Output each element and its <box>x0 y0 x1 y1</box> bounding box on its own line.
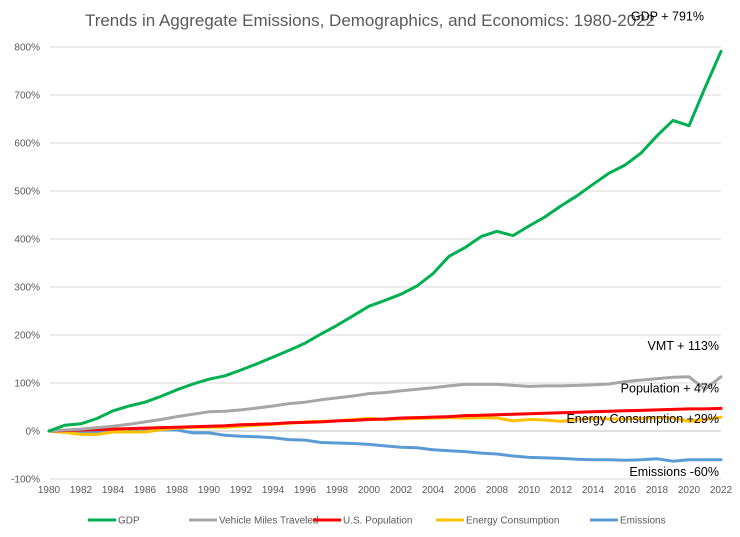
x-tick-label: 1990 <box>198 485 221 496</box>
x-tick-label: 1986 <box>134 485 157 496</box>
y-tick-label: 600% <box>14 139 40 150</box>
x-tick-label: 2022 <box>710 485 733 496</box>
annotation-label: Population + 47% <box>621 381 719 395</box>
x-tick-label: 1994 <box>262 485 285 496</box>
y-tick-label: 0% <box>26 427 41 438</box>
series-line-gdp <box>47 49 723 433</box>
x-tick-label: 2000 <box>358 485 381 496</box>
annotation-label: GDP + 791% <box>631 9 704 23</box>
x-tick-label: 1996 <box>294 485 317 496</box>
x-tick-label: 2010 <box>518 485 541 496</box>
y-axis-ticks: -100% 0% 100% 200% 300% 400% 500% 600% 700% 800% <box>11 43 40 486</box>
legend-label: Energy Consumption <box>466 516 559 527</box>
annotation-label: VMT + 113% <box>648 339 719 353</box>
series-line-u-s-population <box>47 406 723 433</box>
legend-label: Emissions <box>620 516 666 527</box>
x-tick-label: 2014 <box>582 485 605 496</box>
annotation-label: Energy Consumption +29% <box>566 412 719 426</box>
y-tick-label: 500% <box>14 187 40 198</box>
y-tick-label: 700% <box>14 91 40 102</box>
x-tick-label: 2004 <box>422 485 445 496</box>
series-line-emissions <box>47 428 723 463</box>
x-tick-label: 2012 <box>550 485 573 496</box>
series-lines <box>47 49 723 463</box>
x-axis-ticks: 1980 1982 1984 1986 1988 1990 1992 1994 1996 1998… <box>38 485 733 496</box>
x-tick-label: 2016 <box>614 485 637 496</box>
y-tick-label: 200% <box>14 331 40 342</box>
x-tick-label: 1984 <box>102 485 125 496</box>
x-tick-label: 2020 <box>678 485 701 496</box>
x-tick-label: 2018 <box>646 485 669 496</box>
legend-label: Vehicle Miles Traveled <box>219 516 319 527</box>
chart-title: Trends in Aggregate Emissions, Demograph… <box>85 11 655 30</box>
y-tick-label: 100% <box>14 379 40 390</box>
legend-label: U.S. Population <box>343 516 413 527</box>
x-tick-label: 2006 <box>454 485 477 496</box>
x-tick-label: 1998 <box>326 485 349 496</box>
y-tick-label: 300% <box>14 283 40 294</box>
x-tick-label: 1980 <box>38 485 61 496</box>
annotation-label: Emissions -60% <box>629 465 719 479</box>
x-tick-label: 1988 <box>166 485 189 496</box>
y-tick-label: 800% <box>14 43 40 54</box>
series-line-vehicle-miles-traveled <box>47 375 723 433</box>
x-tick-label: 2008 <box>486 485 509 496</box>
annotations: GDP + 791% VMT + 113% Population + 47% Ener… <box>566 9 719 478</box>
x-tick-label: 2002 <box>390 485 413 496</box>
y-tick-label: -100% <box>11 475 40 486</box>
legend-label: GDP <box>118 516 140 527</box>
legend: GDP Vehicle Miles Traveled U.S. Population… <box>88 516 666 527</box>
x-tick-label: 1982 <box>70 485 93 496</box>
y-tick-label: 400% <box>14 235 40 246</box>
x-tick-label: 1992 <box>230 485 253 496</box>
